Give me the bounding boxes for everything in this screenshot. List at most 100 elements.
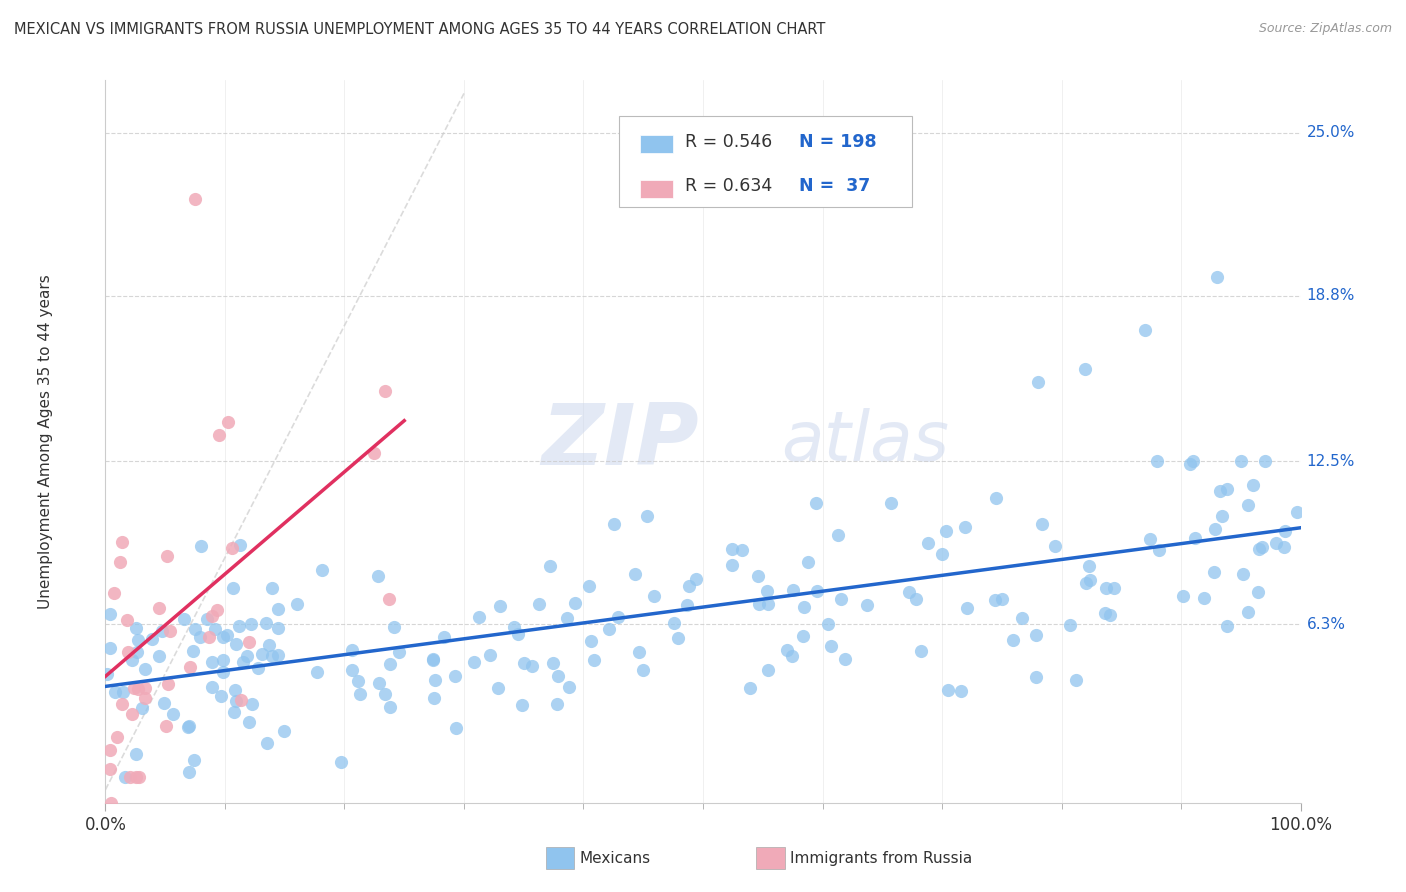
Point xyxy=(127,681,149,696)
Point xyxy=(201,608,224,623)
Text: atlas: atlas xyxy=(780,408,949,475)
Point xyxy=(603,517,626,532)
Point xyxy=(380,657,402,672)
Point xyxy=(340,663,363,677)
Point xyxy=(489,599,512,614)
Point xyxy=(153,696,176,710)
Point xyxy=(738,681,761,695)
Point xyxy=(666,631,689,645)
Point xyxy=(156,549,179,564)
Text: 18.8%: 18.8% xyxy=(1306,288,1355,303)
Point xyxy=(228,618,250,632)
Point xyxy=(363,446,385,460)
Point xyxy=(1002,633,1025,648)
Point xyxy=(179,765,201,780)
Point xyxy=(598,622,620,636)
Point xyxy=(111,697,134,711)
Point xyxy=(508,627,530,641)
Text: 12.5%: 12.5% xyxy=(1306,454,1355,468)
Point xyxy=(546,697,568,711)
Point xyxy=(1064,673,1087,688)
Point xyxy=(1095,581,1118,595)
Point xyxy=(792,629,814,643)
Point xyxy=(204,622,226,636)
Point xyxy=(184,622,207,636)
Point xyxy=(529,597,551,611)
Point xyxy=(267,602,290,616)
Point xyxy=(117,613,139,627)
Point xyxy=(422,652,444,666)
Point xyxy=(931,548,953,562)
Point xyxy=(1181,454,1204,468)
Point xyxy=(98,762,121,776)
Point xyxy=(422,653,444,667)
Point xyxy=(910,644,932,658)
Point xyxy=(148,601,170,615)
Point xyxy=(156,677,179,691)
Point xyxy=(578,579,600,593)
Point xyxy=(1139,532,1161,546)
Point xyxy=(538,558,561,573)
Point xyxy=(134,681,156,696)
Point xyxy=(1206,270,1229,285)
Point xyxy=(820,640,842,654)
Point xyxy=(797,555,820,569)
Point xyxy=(782,582,804,597)
Text: Mexicans: Mexicans xyxy=(579,851,651,865)
Point xyxy=(984,491,1007,505)
Point xyxy=(260,581,283,595)
Point xyxy=(179,719,201,733)
Point xyxy=(1274,524,1296,538)
Point xyxy=(205,603,228,617)
Point xyxy=(731,542,754,557)
Point xyxy=(141,632,163,646)
Point xyxy=(503,620,526,634)
Point xyxy=(1147,543,1170,558)
Point xyxy=(1237,605,1260,619)
Point xyxy=(183,753,205,767)
Point xyxy=(1026,376,1049,390)
Point xyxy=(1025,670,1047,684)
Point xyxy=(1237,498,1260,512)
Point xyxy=(623,567,645,582)
Point xyxy=(125,747,148,762)
Point xyxy=(1209,484,1232,499)
Point xyxy=(96,667,118,681)
Point xyxy=(936,683,959,698)
Point xyxy=(541,656,564,670)
Point xyxy=(443,668,465,682)
Point xyxy=(98,641,121,656)
Point xyxy=(368,675,391,690)
Text: Unemployment Among Ages 35 to 44 years: Unemployment Among Ages 35 to 44 years xyxy=(38,274,53,609)
Point xyxy=(1074,362,1097,376)
Point xyxy=(547,668,569,682)
Point xyxy=(215,628,238,642)
Point xyxy=(1171,589,1194,603)
Point xyxy=(221,541,243,555)
Point xyxy=(127,633,149,648)
Point xyxy=(239,616,262,631)
Point xyxy=(267,648,290,663)
Point xyxy=(134,691,156,706)
FancyBboxPatch shape xyxy=(640,136,673,153)
Point xyxy=(904,592,927,607)
Point xyxy=(758,664,780,678)
Point xyxy=(1133,323,1156,337)
Point xyxy=(159,624,181,638)
Point xyxy=(1265,536,1288,550)
Point xyxy=(643,589,665,603)
Point xyxy=(305,665,328,679)
Point xyxy=(984,593,1007,607)
Point xyxy=(1272,540,1295,554)
Point xyxy=(898,584,921,599)
Point xyxy=(806,584,828,599)
Point xyxy=(179,660,201,674)
Point xyxy=(935,524,957,538)
Point xyxy=(1025,628,1047,642)
Point xyxy=(201,655,224,669)
Point xyxy=(262,648,284,663)
Point xyxy=(721,542,744,557)
Point xyxy=(211,653,233,667)
Point xyxy=(748,597,770,611)
Point xyxy=(378,700,401,714)
